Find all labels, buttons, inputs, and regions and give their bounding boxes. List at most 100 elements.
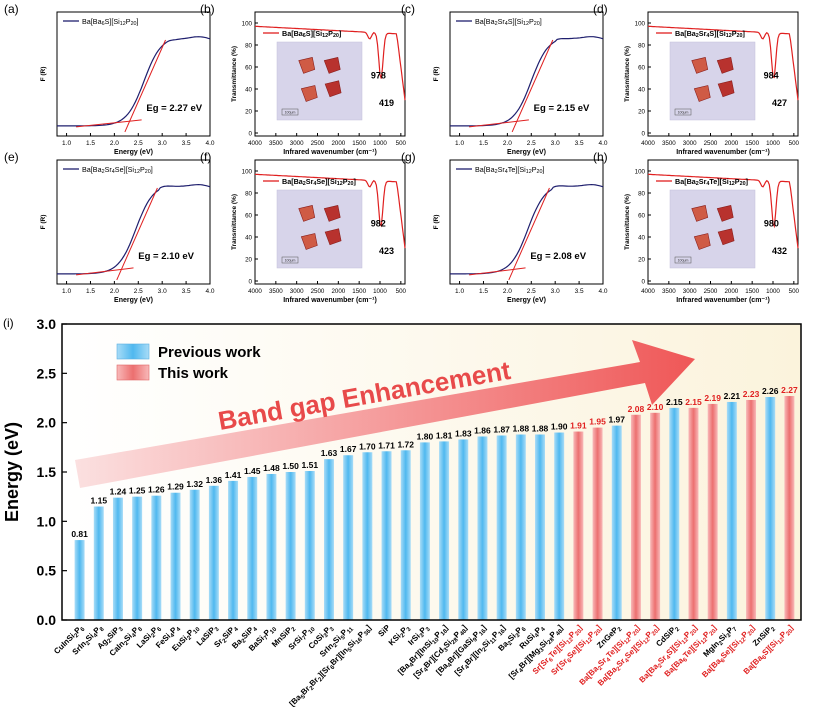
- bar-previous: [343, 455, 354, 620]
- bar-value-label: 1.36: [206, 475, 223, 485]
- bar-value-label: 1.15: [91, 496, 108, 506]
- bar-previous: [765, 397, 776, 620]
- crystal-icon: [298, 57, 316, 74]
- y-tick-label: 100: [242, 169, 253, 176]
- bar-value-label: 1.72: [397, 439, 414, 449]
- peak-label: 980: [764, 219, 779, 229]
- x-tick-label: 4.0: [598, 140, 607, 147]
- x-tick-label: 2000: [724, 288, 738, 295]
- bar-this-work: [784, 396, 795, 620]
- bar-previous: [132, 496, 143, 620]
- bar-value-label: 1.83: [455, 428, 472, 438]
- x-tick-label: 1.0: [62, 288, 71, 295]
- y-axis-label: Transmittance (%): [231, 46, 238, 102]
- absorption-panel-e: (e) 1.0 1.5 2.0 2.5 3.0 3.5 4.0 Energy (eV) F (R)…: [4, 150, 215, 304]
- baseline-line: [76, 267, 134, 276]
- x-tick-label: 4000: [248, 140, 262, 147]
- bar-previous: [170, 492, 181, 620]
- bar-value-label: 1.41: [225, 470, 242, 480]
- bar-value-label: 1.80: [417, 431, 434, 441]
- y-tick-label: 60: [638, 65, 645, 72]
- bar-value-label: 1.67: [340, 444, 357, 454]
- transmittance-curve: [647, 173, 799, 249]
- y-tick-label: 0: [249, 131, 253, 138]
- scale-bar: [674, 108, 692, 116]
- crystal-icon: [691, 57, 709, 74]
- bar-previous: [477, 436, 488, 620]
- panel-letter: (i): [3, 316, 14, 330]
- x-tick-label: 2.0: [503, 288, 512, 295]
- absorption-panel-a: (a) 1.0 1.5 2.0 2.5 3.0 3.5 4.0 Energy (eV) F (R)…: [4, 2, 215, 156]
- ir-panel-h: (h) 4000 3500 3000 2500 2000 1500 1000 500 0 20 40 6…: [593, 150, 800, 304]
- x-tick-label: 2000: [331, 288, 345, 295]
- x-tick-label: 1.5: [86, 288, 95, 295]
- bar-previous: [112, 497, 123, 620]
- x-tick-label: 4000: [641, 288, 655, 295]
- y-tick-label: 100: [635, 169, 646, 176]
- x-tick-label: 3000: [290, 140, 304, 147]
- plot-frame: [56, 11, 211, 137]
- panel-letter: (d): [593, 2, 608, 16]
- crystal-icon: [691, 205, 709, 222]
- bar-value-label: 1.25: [129, 486, 146, 496]
- x-axis-label: Energy (eV): [114, 297, 153, 304]
- x-axis-label: Energy (eV): [507, 149, 546, 156]
- panel-letter: (g): [401, 150, 416, 164]
- scale-label: 100μm: [678, 111, 689, 115]
- x-tick-label: 500: [789, 288, 800, 295]
- x-tick-label: 1500: [352, 140, 366, 147]
- x-tick-label: 3.5: [575, 288, 584, 295]
- legend-label: Ba[Ba2Sr4Te][Si12P20]: [675, 177, 748, 187]
- category-label: [Ba5Br2Br2][Sr6Br][In5Si16P36]: [288, 623, 374, 707]
- bar-value-label: 1.50: [282, 461, 299, 471]
- crystal-icon: [298, 205, 316, 222]
- peak-label: 982: [371, 219, 386, 229]
- x-axis-label: Infrared wavenumber (cm⁻¹): [676, 149, 770, 156]
- panel-letter: (e): [4, 150, 19, 164]
- legend-label-this-work: This work: [158, 365, 229, 382]
- y-tick-label: 1.5: [37, 464, 57, 480]
- ir-panel-f: (f) 4000 3500 3000 2500 2000 1500 1000 500 0 20 40 6…: [200, 150, 407, 304]
- bar-previous: [458, 439, 469, 620]
- bar-value-label: 1.24: [110, 487, 127, 497]
- panel-letter: (c): [401, 2, 415, 16]
- x-tick-label: 2000: [724, 140, 738, 147]
- tangent-line: [508, 187, 550, 281]
- x-axis-label: Energy (eV): [114, 149, 153, 156]
- transmittance-curve: [254, 173, 406, 249]
- x-tick-label: 2.0: [110, 140, 119, 147]
- peak-label: 423: [379, 246, 394, 256]
- x-tick-label: 2.0: [110, 288, 119, 295]
- legend-swatch-previous: [116, 343, 150, 360]
- bar-previous: [515, 434, 526, 620]
- y-tick-label: 40: [638, 87, 645, 94]
- plot-frame: [449, 159, 604, 285]
- x-tick-label: 1.0: [62, 140, 71, 147]
- plot-frame: [61, 323, 802, 621]
- x-tick-label: 3500: [662, 288, 676, 295]
- bandgap-annotation: Eg = 2.08 eV: [530, 251, 586, 262]
- x-tick-label: 500: [396, 140, 407, 147]
- y-tick-label: 0: [249, 279, 253, 286]
- bandgap-annotation: Eg = 2.27 eV: [146, 103, 202, 114]
- panel-letter: (h): [593, 150, 608, 164]
- legend-swatch-this-work: [116, 364, 150, 381]
- baseline-line: [76, 119, 142, 128]
- x-tick-label: 3.0: [158, 288, 167, 295]
- bar-previous: [362, 452, 373, 620]
- bar-value-label: 2.21: [724, 391, 741, 401]
- bar-previous: [208, 485, 219, 620]
- crystal-icon: [717, 80, 735, 98]
- panel-letter: (b): [200, 2, 215, 16]
- category-label: SiP: [376, 623, 392, 639]
- bar-previous: [535, 434, 546, 620]
- bar-value-label: 1.86: [474, 425, 491, 435]
- crystal-icon: [716, 205, 734, 222]
- y-tick-label: 40: [245, 87, 252, 94]
- y-tick-label: 3.0: [37, 316, 57, 332]
- bar-value-label: 1.97: [608, 415, 625, 425]
- y-tick-label: 60: [638, 213, 645, 220]
- crystal-icon: [693, 85, 711, 102]
- y-tick-label: 20: [638, 257, 645, 264]
- crystal-icon: [324, 228, 342, 246]
